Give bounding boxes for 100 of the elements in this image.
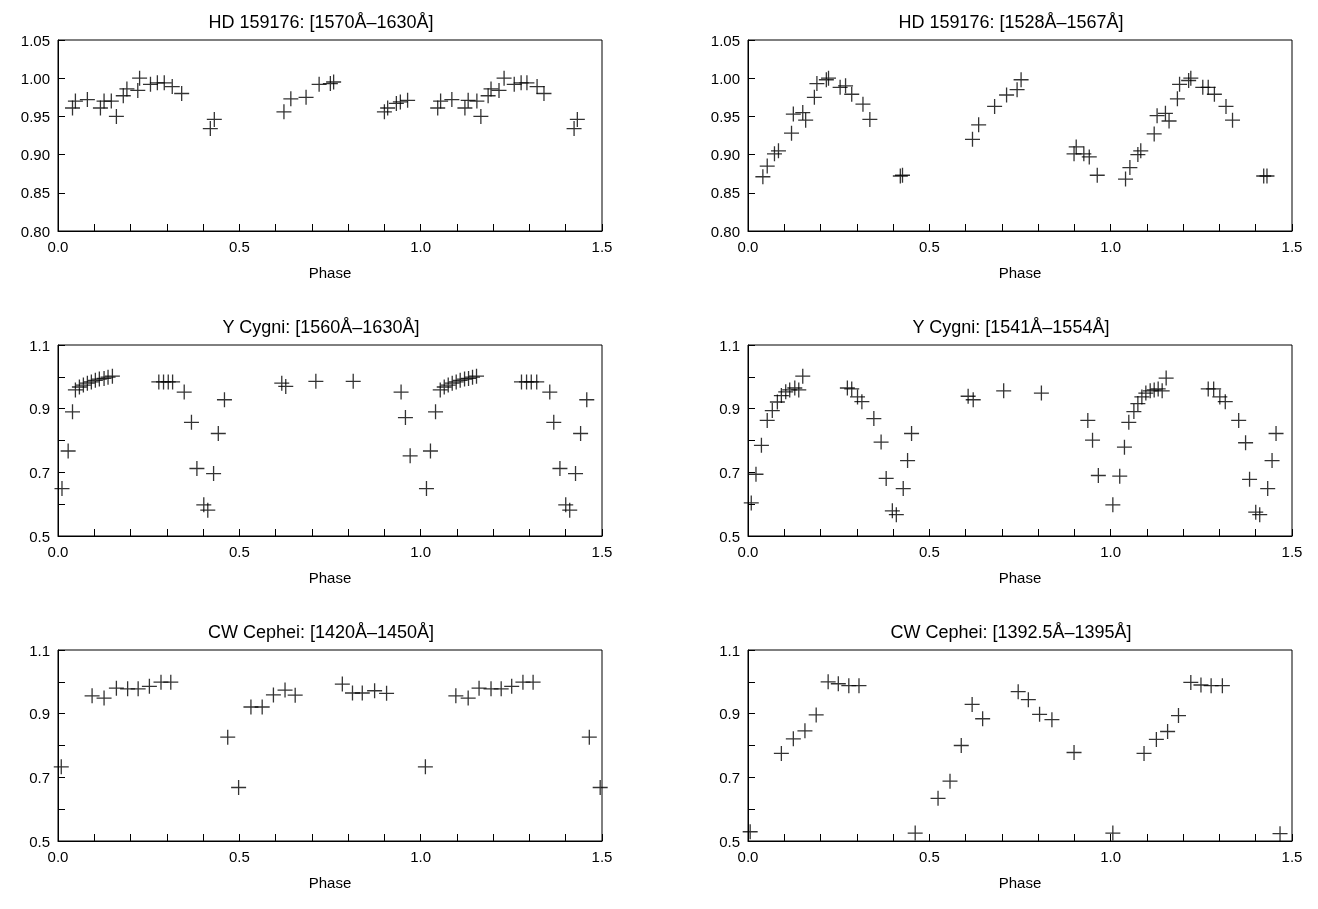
point xyxy=(790,381,807,399)
point xyxy=(766,145,783,162)
point xyxy=(808,706,825,724)
x-tick-label: 1.5 xyxy=(1281,848,1303,865)
point xyxy=(1084,432,1101,449)
point xyxy=(448,373,465,391)
point xyxy=(392,93,409,111)
point xyxy=(443,91,461,108)
point xyxy=(183,414,200,431)
point xyxy=(831,79,849,96)
point xyxy=(1129,146,1147,163)
point xyxy=(899,452,916,469)
y-tick-label: 1.05 xyxy=(20,31,50,49)
point xyxy=(460,689,477,707)
point xyxy=(895,480,912,497)
x-axis-title: Phase xyxy=(998,264,1042,281)
chart-title: Y Cygni: [1541Å–1554Å] xyxy=(912,317,1110,337)
point xyxy=(830,675,847,692)
point xyxy=(297,89,315,106)
point xyxy=(417,758,434,775)
point xyxy=(277,378,294,395)
point xyxy=(95,689,113,707)
y-tick-label: 0.9 xyxy=(29,400,50,418)
x-axis-title: Phase xyxy=(308,569,352,586)
chart-title: HD 159176: [1528Å–1567Å] xyxy=(898,12,1124,32)
point xyxy=(986,98,1003,115)
point xyxy=(965,391,982,408)
point xyxy=(1182,674,1199,691)
point xyxy=(974,710,991,727)
point xyxy=(1104,824,1121,842)
point xyxy=(118,80,136,98)
x-tick-label: 1.0 xyxy=(1100,238,1122,255)
point xyxy=(195,496,212,513)
y-tick-label: 0.95 xyxy=(710,107,740,125)
point xyxy=(482,80,500,98)
point xyxy=(998,86,1015,104)
x-tick-label: 0.0 xyxy=(737,543,759,560)
point xyxy=(753,437,770,454)
point xyxy=(1135,745,1153,762)
point xyxy=(907,824,924,842)
point xyxy=(1157,105,1174,122)
point xyxy=(861,111,879,128)
point xyxy=(53,758,70,775)
point xyxy=(1224,112,1241,129)
y-tick-label: 0.90 xyxy=(20,146,50,164)
point xyxy=(769,393,786,411)
point xyxy=(202,120,219,137)
point xyxy=(963,696,981,713)
chart-title: CW Cephei: [1420Å–1450Å] xyxy=(207,622,435,642)
point xyxy=(456,99,474,117)
point xyxy=(130,680,147,697)
x-tick-label: 1.5 xyxy=(591,848,613,865)
point xyxy=(310,76,328,93)
point xyxy=(794,368,811,385)
x-tick-label: 0.5 xyxy=(228,238,250,255)
point xyxy=(572,425,589,442)
point xyxy=(388,95,405,112)
point xyxy=(1125,403,1143,420)
point xyxy=(1033,384,1050,402)
y-tick-label: 1.1 xyxy=(719,336,740,354)
point xyxy=(1247,503,1264,521)
point xyxy=(1169,90,1186,107)
point xyxy=(1012,71,1030,88)
point xyxy=(432,92,449,110)
point xyxy=(773,745,790,762)
point xyxy=(1171,76,1188,93)
point xyxy=(747,466,765,483)
point xyxy=(354,684,371,702)
point xyxy=(797,112,814,129)
point xyxy=(104,368,121,385)
point xyxy=(1133,388,1151,406)
point xyxy=(282,90,299,107)
point xyxy=(742,823,759,840)
x-tick-label: 0.0 xyxy=(47,238,69,255)
point xyxy=(578,391,595,408)
point xyxy=(743,494,760,512)
point xyxy=(794,104,811,121)
point xyxy=(379,99,396,117)
point xyxy=(1116,439,1133,456)
point xyxy=(1158,369,1175,387)
point xyxy=(777,383,794,400)
point xyxy=(199,502,216,519)
point xyxy=(872,433,890,451)
point xyxy=(392,383,410,401)
point xyxy=(524,674,542,691)
point xyxy=(429,99,446,117)
point xyxy=(176,383,193,401)
point xyxy=(452,372,469,389)
point xyxy=(929,790,947,807)
point xyxy=(545,414,562,431)
point xyxy=(1230,412,1247,429)
point xyxy=(567,465,584,482)
point xyxy=(67,92,84,110)
point xyxy=(464,369,481,386)
y-tick-label: 0.7 xyxy=(719,463,740,481)
point xyxy=(888,506,905,523)
point xyxy=(1251,506,1268,523)
point xyxy=(210,425,227,442)
point xyxy=(1089,167,1106,184)
point xyxy=(131,70,148,87)
